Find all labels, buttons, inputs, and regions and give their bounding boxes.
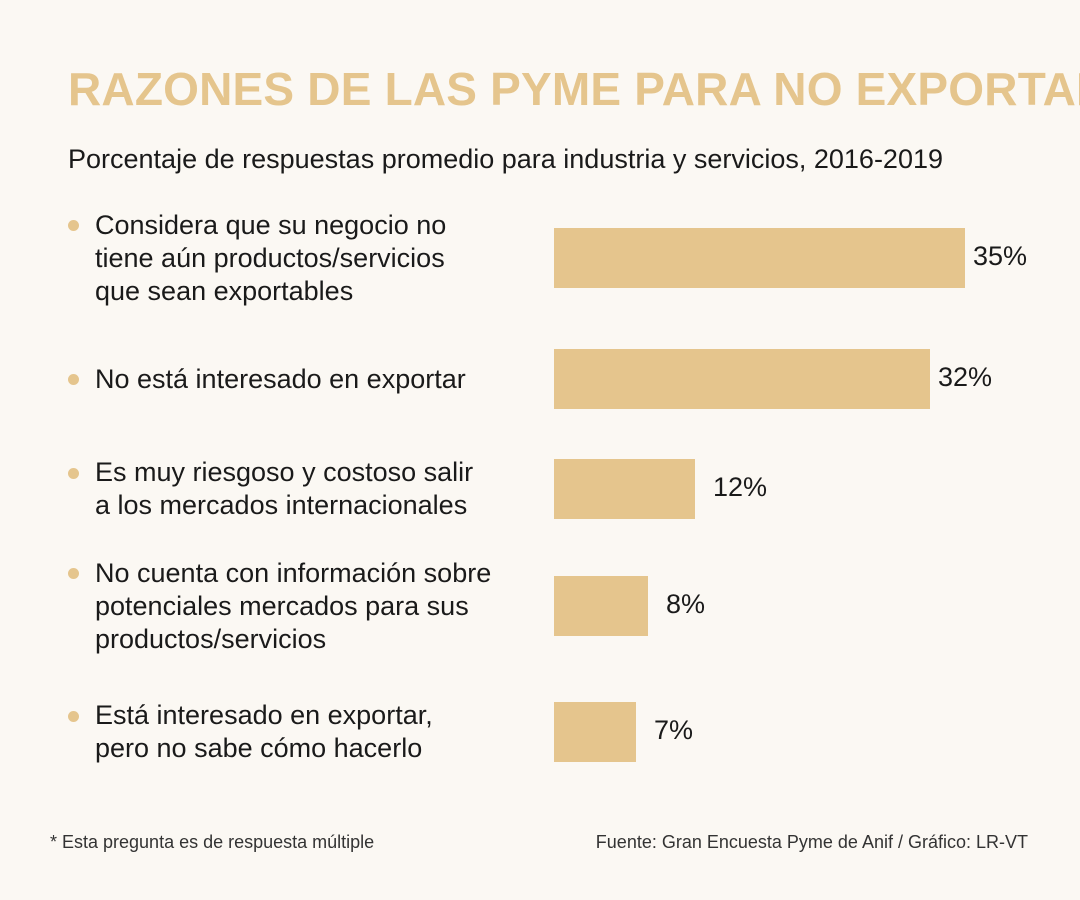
bar	[554, 349, 930, 409]
category-label-line: Está interesado en exportar,	[95, 700, 433, 730]
data-label: 12%	[713, 472, 768, 502]
category-label-line: pero no sabe cómo hacerlo	[95, 733, 423, 763]
bullet-dot-icon	[68, 710, 79, 722]
category-label-line: tiene aún productos/servicios	[95, 242, 445, 273]
chart-subtitle: Porcentaje de respuestas promedio para i…	[68, 144, 943, 174]
source-credit: Fuente: Gran Encuesta Pyme de Anif / Grá…	[595, 832, 1028, 852]
category-label: Está interesado en exportar, pero no sabe…	[68, 699, 548, 765]
footnote: * Esta pregunta es de respuesta múltiple	[50, 832, 375, 852]
category-label-line: potenciales mercados para sus	[95, 590, 469, 621]
category-label-line: No cuenta con información sobre	[95, 557, 492, 588]
bullet-dot-icon	[68, 568, 79, 579]
category-label: Es muy riesgoso y costoso salir a los mer…	[68, 456, 548, 522]
category-label-line: que sean exportables	[95, 275, 354, 306]
category-label: No cuenta con información sobre potencial…	[68, 557, 548, 656]
category-label-line: Es muy riesgoso y costoso salir	[95, 457, 474, 487]
bar	[554, 702, 636, 762]
category-label-line: productos/servicios	[95, 623, 327, 654]
data-label: 35%	[973, 241, 1028, 271]
category-label: Considera que su negocio no tiene aún pro…	[68, 209, 548, 308]
bullet-dot-icon	[68, 220, 79, 231]
bar	[554, 228, 965, 288]
data-label: 32%	[938, 362, 993, 392]
category-label: No está interesado en exportar	[68, 363, 548, 396]
bullet-dot-icon	[68, 467, 79, 479]
chart-title: RAZONES DE LAS PYME PARA NO EXPORTAR*	[68, 63, 1080, 115]
bullet-dot-icon	[68, 374, 79, 385]
bar	[554, 459, 695, 519]
category-label-line: a los mercados internacionales	[95, 490, 468, 520]
category-label-line: Considera que su negocio no	[95, 209, 447, 240]
category-label-line: No está interesado en exportar	[95, 363, 466, 394]
data-label: 8%	[666, 589, 706, 619]
data-label: 7%	[654, 715, 694, 745]
bar	[554, 576, 648, 636]
